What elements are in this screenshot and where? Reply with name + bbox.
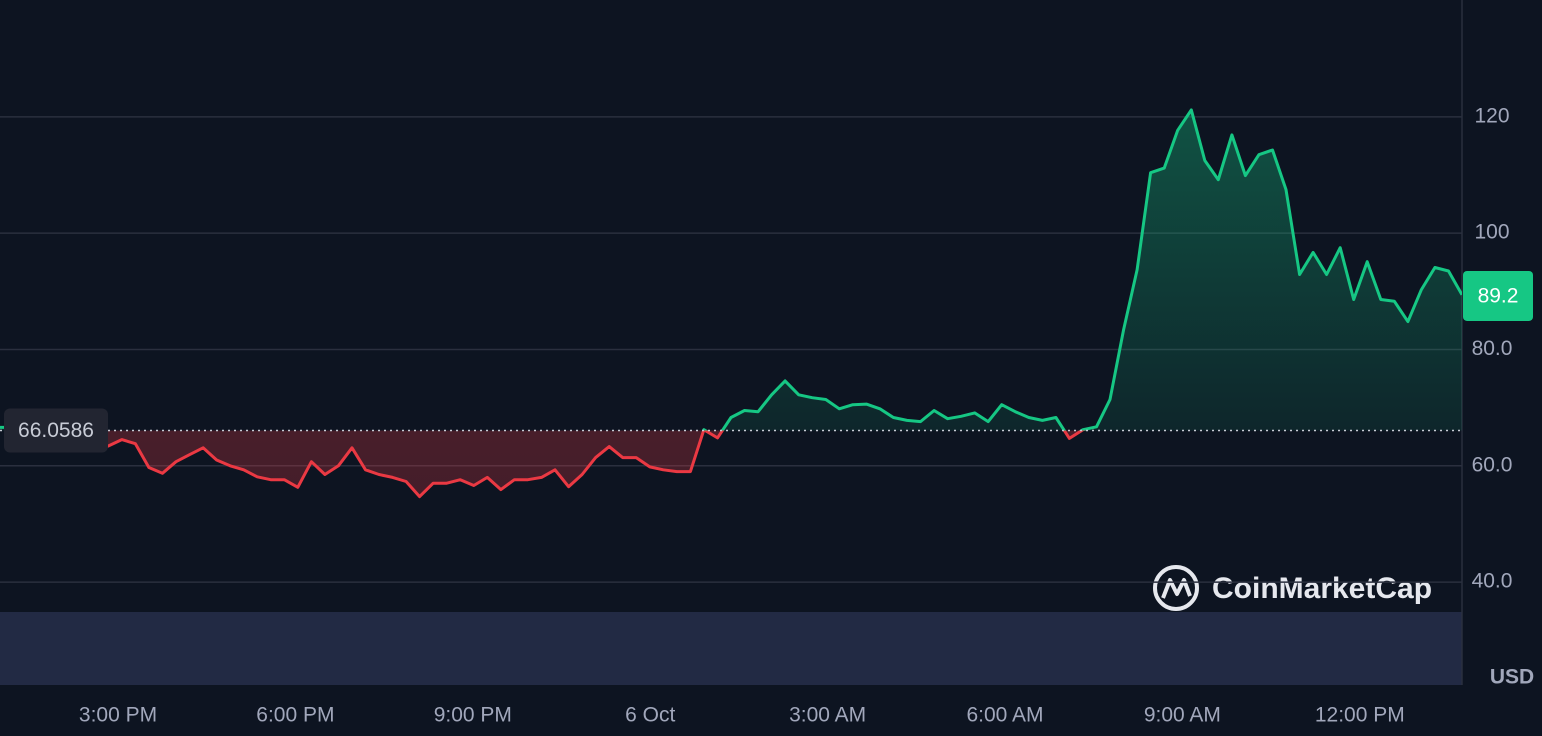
x-tick-label: 6 Oct — [625, 704, 675, 727]
y-tick-label: 100 — [1474, 221, 1509, 244]
price-line-up — [0, 108, 1462, 431]
x-tick-label: 12:00 PM — [1315, 704, 1405, 727]
y-tick-label: 60.0 — [1472, 453, 1513, 476]
watermark: CoinMarketCap — [1153, 565, 1432, 611]
area-up — [0, 109, 1462, 431]
x-tick-label: 6:00 PM — [256, 704, 334, 727]
area-down — [61, 430, 1082, 497]
last-price-label: 89.2 — [1478, 285, 1519, 308]
volume-band — [0, 612, 1462, 685]
x-tick-label: 9:00 PM — [434, 704, 512, 727]
y-tick-label: 80.0 — [1472, 337, 1513, 360]
baseline-pill — [4, 408, 108, 453]
last-price-pill — [1463, 270, 1533, 321]
currency-label: USD — [1490, 666, 1534, 689]
x-tick-label: 3:00 PM — [79, 704, 157, 727]
baseline-label: 66.0586 — [18, 419, 94, 442]
x-tick-label: 9:00 AM — [1144, 704, 1221, 727]
x-tick-label: 3:00 AM — [789, 704, 866, 727]
watermark-text: CoinMarketCap — [1212, 572, 1432, 605]
x-tick-label: 6:00 AM — [966, 704, 1043, 727]
y-tick-label: 40.0 — [1472, 570, 1513, 593]
price-line-down — [58, 430, 1087, 499]
y-tick-label: 120 — [1474, 104, 1509, 127]
